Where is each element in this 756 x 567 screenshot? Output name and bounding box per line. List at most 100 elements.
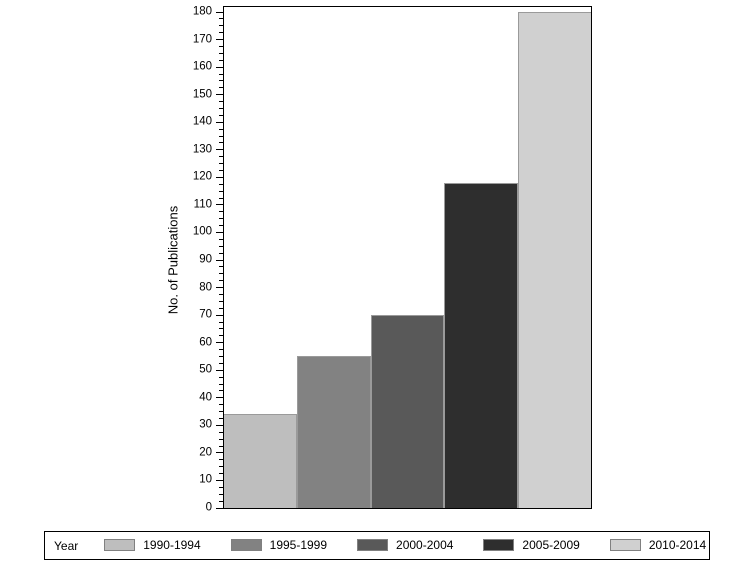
y-tick-label: 50 [199, 363, 212, 376]
y-major-tick [216, 176, 223, 178]
y-tick-label: 180 [192, 5, 212, 18]
y-minor-tick [219, 445, 223, 447]
y-minor-tick [219, 218, 223, 220]
legend-entry-2000-2004: 2000-2004 [357, 538, 453, 552]
y-major-tick [216, 204, 223, 206]
legend-entry-1990-1994: 1990-1994 [104, 537, 201, 552]
bar-2010-2014 [518, 12, 592, 508]
legend-entry-label: 2000-2004 [396, 537, 454, 552]
bar-1995-1999 [296, 356, 371, 508]
y-minor-tick [219, 142, 223, 144]
y-major-tick [216, 287, 223, 289]
legend-entry-1995-1999: 1995-1999 [230, 537, 328, 552]
y-minor-tick [219, 473, 223, 475]
y-tick-label: 110 [193, 198, 212, 211]
y-minor-tick [219, 197, 223, 199]
y-minor-tick [219, 107, 223, 109]
y-minor-tick [219, 238, 223, 240]
y-minor-tick [219, 18, 223, 20]
y-minor-tick [219, 466, 223, 468]
y-major-tick [216, 231, 223, 233]
y-minor-tick [219, 321, 223, 323]
y-tick-label: 10 [199, 473, 212, 486]
y-minor-tick [219, 87, 223, 89]
y-major-tick [216, 424, 223, 426]
y-major-tick [216, 121, 223, 123]
y-major-tick [216, 452, 223, 454]
y-minor-tick [219, 128, 223, 130]
y-minor-tick [219, 190, 223, 192]
y-tick-label: 30 [199, 418, 212, 431]
y-tick-label: 100 [192, 225, 212, 238]
bar-2005-2009 [444, 182, 519, 508]
y-minor-tick [219, 383, 223, 385]
y-tick-label: 150 [192, 87, 212, 100]
y-minor-tick [219, 163, 223, 165]
legend-swatch-icon [104, 538, 136, 551]
y-minor-tick [219, 252, 223, 254]
y-tick-label: 40 [199, 391, 212, 404]
y-tick-label: 160 [192, 60, 212, 73]
legend-swatch-icon [609, 538, 641, 551]
y-minor-tick [219, 32, 223, 34]
y-minor-tick [219, 438, 223, 440]
y-minor-tick [219, 486, 223, 488]
y-minor-tick [219, 362, 223, 364]
y-major-tick [216, 342, 223, 344]
y-tick-label: 120 [192, 170, 212, 183]
y-tick-label: 80 [199, 280, 212, 293]
y-minor-tick [219, 300, 223, 302]
y-tick-label: 90 [199, 253, 212, 266]
legend-title: Year [54, 538, 79, 553]
y-major-tick [216, 66, 223, 68]
y-tick-label: 170 [192, 32, 212, 45]
y-minor-tick [219, 459, 223, 461]
y-minor-tick [219, 411, 223, 413]
y-minor-tick [219, 307, 223, 309]
y-minor-tick [219, 114, 223, 116]
y-major-tick [216, 314, 223, 316]
y-major-tick [216, 94, 223, 96]
y-minor-tick [219, 25, 223, 27]
y-minor-tick [219, 225, 223, 227]
legend-swatch-icon [230, 538, 262, 551]
legend-swatch-icon [483, 538, 515, 551]
y-major-tick [216, 39, 223, 41]
y-minor-tick [219, 273, 223, 275]
y-minor-tick [219, 45, 223, 47]
y-major-tick [216, 259, 223, 261]
y-minor-tick [219, 431, 223, 433]
legend-entry-2005-2009: 2005-2009 [483, 538, 580, 552]
legend-entry-label: 2010-2014 [648, 537, 707, 552]
y-tick-label: 0 [205, 501, 212, 514]
y-minor-tick [219, 280, 223, 282]
legend-entries: 1990-1994 1995-1999 2000-2004 2005-2009 2010… [104, 538, 706, 554]
plot-area [223, 6, 592, 509]
y-minor-tick [219, 349, 223, 351]
y-minor-tick [219, 135, 223, 137]
legend-entry-2010-2014: 2010-2014 [609, 537, 707, 552]
y-minor-tick [219, 80, 223, 82]
y-minor-tick [219, 73, 223, 75]
bar-2000-2004 [370, 315, 445, 508]
y-major-tick [216, 479, 223, 481]
y-minor-tick [219, 390, 223, 392]
legend-swatch-icon [357, 538, 389, 551]
legend-entry-label: 1990-1994 [143, 537, 201, 552]
y-minor-tick [219, 376, 223, 378]
y-minor-tick [219, 500, 223, 502]
y-minor-tick [219, 156, 223, 158]
y-major-tick [216, 397, 223, 399]
y-minor-tick [219, 293, 223, 295]
y-minor-tick [219, 183, 223, 185]
y-minor-tick [219, 335, 223, 337]
y-major-tick [216, 369, 223, 371]
legend-entry-label: 1995-1999 [269, 537, 328, 552]
y-minor-tick [219, 211, 223, 213]
bar-1990-1994 [223, 414, 297, 508]
y-tick-label: 60 [199, 335, 212, 348]
legend: Year 1990-1994 1995-1999 2000-2004 2005-200… [44, 531, 710, 560]
y-tick-label: 140 [192, 115, 212, 128]
y-tick-label: 130 [192, 143, 212, 156]
